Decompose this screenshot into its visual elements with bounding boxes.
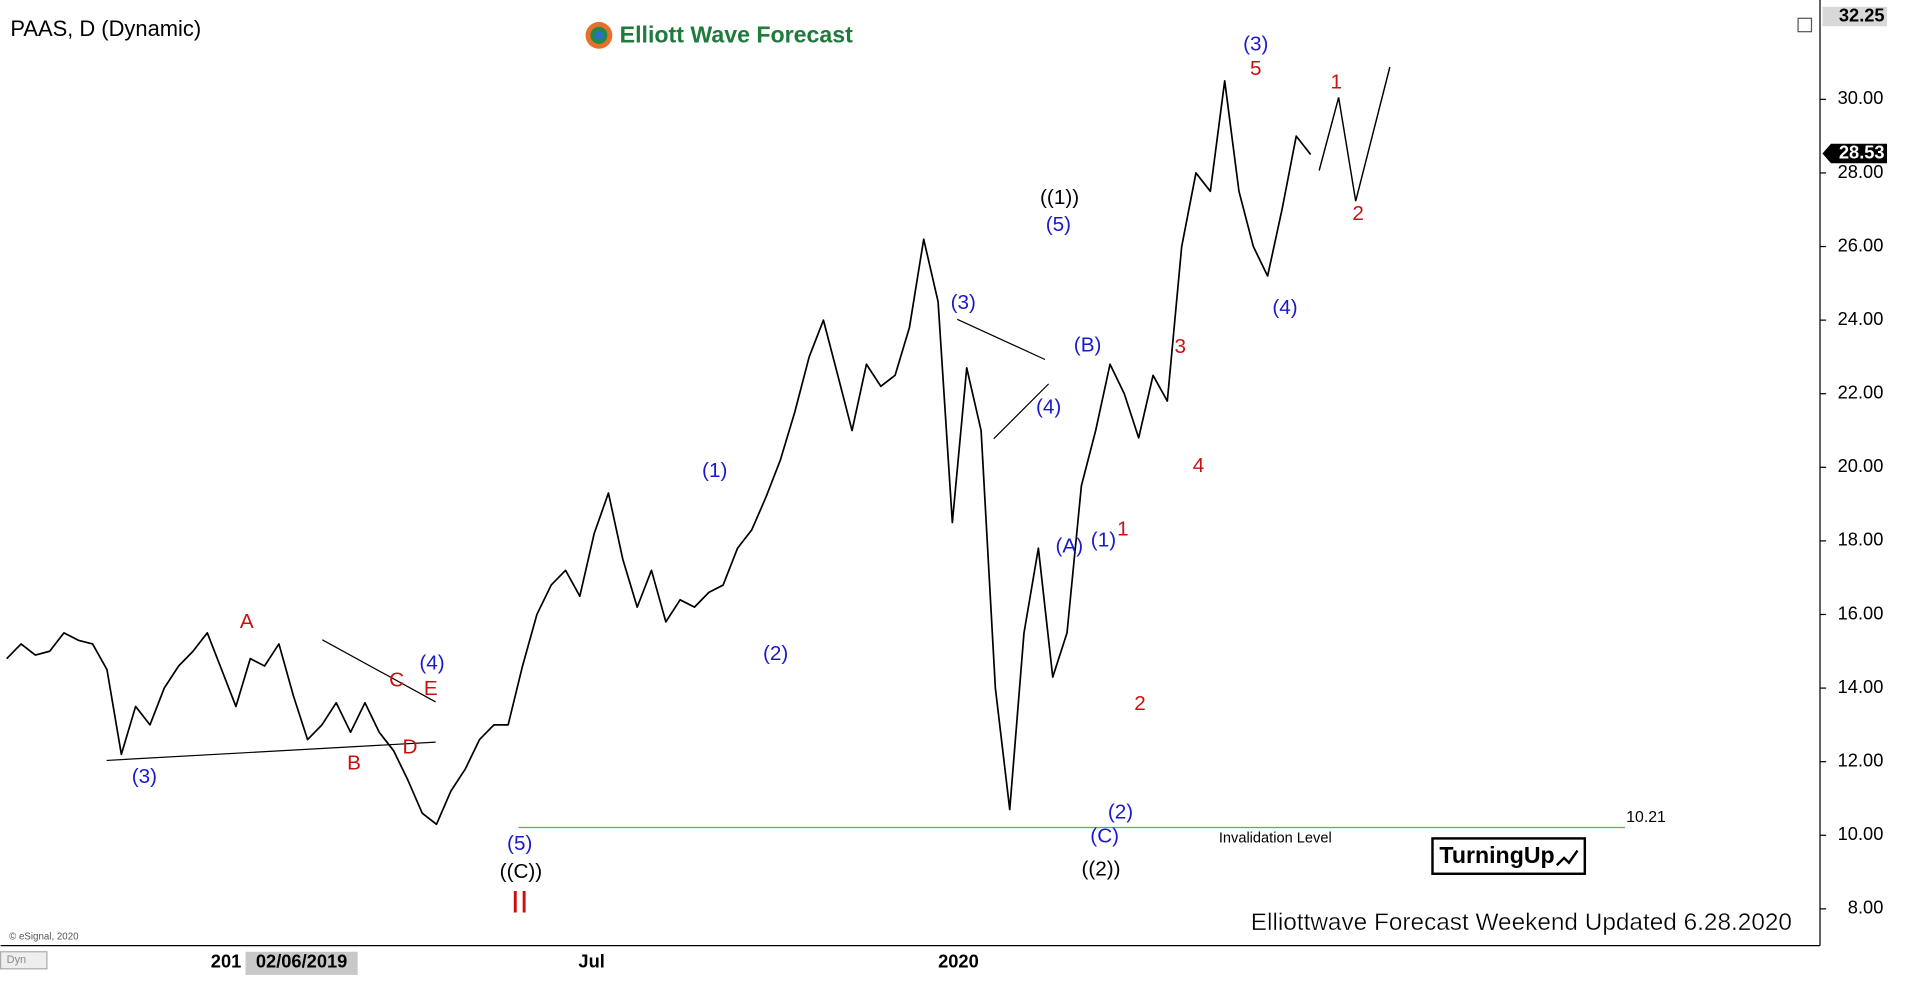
invalidation-text: Invalidation Level [1219,830,1332,846]
y-tick-label: 10.00 [1838,823,1884,844]
x-tick-label: 2020 [938,951,979,972]
wave-label: (A) [1056,535,1084,558]
high-tag [1822,6,1888,27]
wave-label: ((1)) [1040,186,1079,209]
logo-dot [594,31,604,40]
wave-label: ((C)) [500,860,543,883]
y-tick-label: 12.00 [1838,750,1884,771]
wave-label: 5 [1250,57,1262,80]
y-tick-label: 22.00 [1838,382,1884,403]
wave-label: (3) [1243,33,1268,56]
x-tick-label: Jul [578,951,604,972]
wave-label: E [424,677,438,700]
y-tick-label: 24.00 [1838,308,1884,329]
wave-label: 1 [1330,70,1342,93]
mode[interactable]: Dyn [7,954,26,966]
wave-label: 2 [1352,202,1364,225]
wave-label: (1) [1091,529,1116,552]
badge-text: TurningUp [1439,842,1554,868]
wave-label: (5) [507,832,532,855]
y-tick-label: 14.00 [1838,676,1884,697]
projection-path [1318,66,1391,202]
wave-label: (2) [763,642,788,665]
wave-label: (4) [419,652,444,675]
trendline [106,741,436,762]
y-tick-label: 8.00 [1848,897,1884,918]
y-tick-label: 16.00 [1838,602,1884,623]
trendline [956,318,1046,361]
high-label: 32.25 [1839,4,1885,25]
y-tick-label: 20.00 [1838,455,1884,476]
x-tick-label: 02/06/2019 [256,951,347,972]
y-tick-label: 26.00 [1838,234,1884,255]
wave-label: ((2)) [1081,858,1120,881]
wave-label: (4) [1036,396,1061,419]
wave-label: 1 [1117,518,1129,541]
wave-label: (3) [132,765,157,788]
wave-label: 3 [1174,335,1186,358]
wave-label: II [511,884,529,920]
wave-label: 2 [1134,692,1146,715]
cursor-date-box [245,951,358,975]
mode-box[interactable] [0,951,48,970]
wave-label: B [347,752,361,775]
wave-label: (4) [1272,296,1297,319]
wave-label: D [403,736,418,759]
y-tick-label: 30.00 [1838,87,1884,108]
y-tick-label: 18.00 [1838,529,1884,550]
wave-label: A [240,610,254,633]
last-price-label: 28.53 [1839,141,1885,162]
footer: Elliottwave Forecast Weekend Updated 6.2… [1251,909,1792,936]
badge-arrow [1555,849,1579,867]
trendline [993,383,1050,440]
price-line [6,80,1312,826]
trendline [322,639,436,703]
wave-label: (2) [1108,800,1133,823]
invalidation-value: 10.21 [1626,809,1666,826]
wave-label: (B) [1074,334,1102,357]
wave-label: 4 [1193,454,1205,477]
wave-label: (C) [1090,825,1119,848]
y-tick-label: 28.00 [1838,161,1884,182]
wave-label: C [389,669,404,692]
badge-box [1431,837,1587,875]
brand: Elliott Wave Forecast [620,22,853,48]
copyright: © eSignal, 2020 [9,932,79,943]
brand-logo: Elliott Wave Forecast [585,22,853,49]
window-icon[interactable] [1797,17,1813,33]
wave-label: (3) [951,291,976,314]
turning-up-badge: TurningUp [1431,837,1587,875]
wave-label: (1) [702,459,727,482]
x-tick-label: 201 [211,951,241,972]
last-price-tag [1822,143,1888,164]
wave-label: (5) [1046,213,1071,236]
trendlines [106,318,1050,762]
chart-title: PAAS, D (Dynamic) [10,16,201,41]
